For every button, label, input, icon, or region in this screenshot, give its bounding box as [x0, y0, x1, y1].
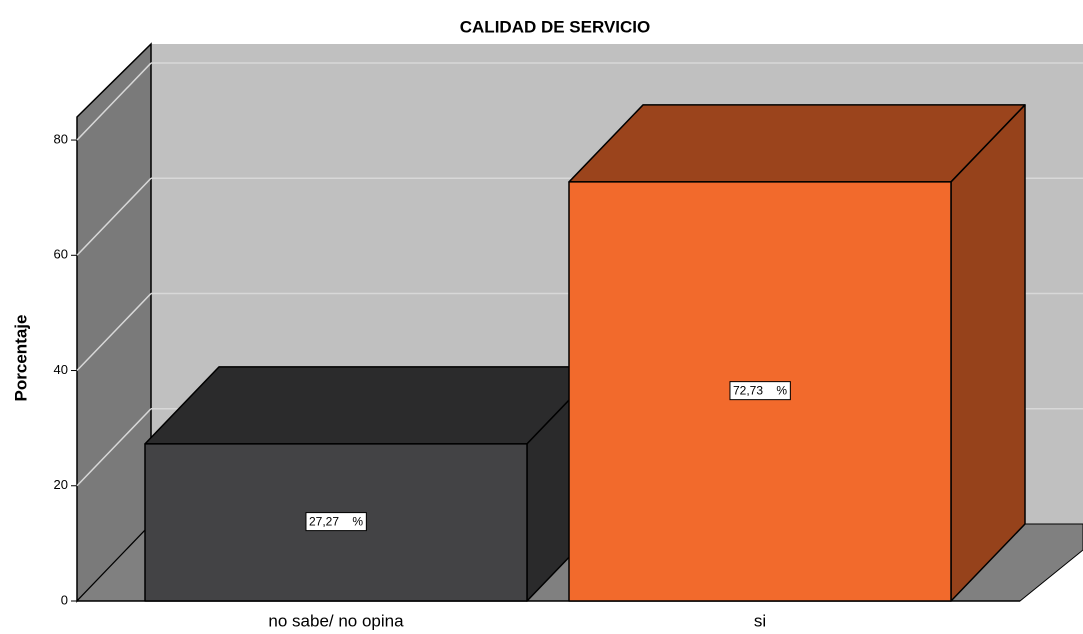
data-label: 27,27 % [309, 515, 363, 529]
x-tick-label: si [754, 611, 766, 630]
bar-top [568, 104, 1026, 183]
bar-top [144, 366, 602, 445]
y-axis-label: Porcentaje [11, 315, 30, 402]
chart-title: CALIDAD DE SERVICIO [460, 17, 651, 36]
grid-line [76, 62, 152, 141]
y-tick-label: 20 [54, 477, 68, 492]
grid-line [76, 293, 152, 372]
grid-line [76, 177, 152, 256]
data-label-box [729, 381, 791, 401]
x-tick-label: no sabe/ no opina [268, 611, 404, 630]
y-tick-label: 80 [54, 131, 68, 146]
data-label: 72,73 % [733, 384, 787, 398]
y-tick-label: 60 [54, 247, 68, 262]
y-tick-label: 40 [54, 362, 68, 377]
grid-line [76, 408, 152, 487]
data-label-box [305, 512, 367, 532]
bar [144, 443, 528, 602]
bar-side [950, 104, 1026, 602]
y-tick-label: 0 [61, 592, 68, 607]
